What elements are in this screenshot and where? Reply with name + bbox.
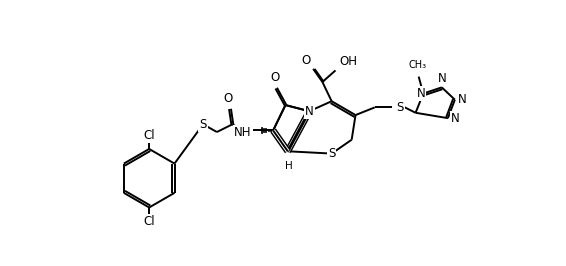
Text: O: O	[302, 53, 311, 66]
Text: S: S	[328, 147, 335, 160]
Text: N: N	[438, 72, 446, 85]
Text: N: N	[305, 105, 314, 118]
Text: Cl: Cl	[143, 128, 155, 142]
Text: N: N	[417, 87, 426, 100]
Text: Cl: Cl	[143, 215, 155, 228]
Text: S: S	[199, 118, 207, 131]
Text: S: S	[397, 101, 404, 114]
Text: N: N	[458, 93, 467, 106]
Text: O: O	[270, 71, 279, 84]
Text: N: N	[451, 112, 460, 125]
Text: OH: OH	[340, 55, 357, 68]
Text: NH: NH	[234, 126, 251, 139]
Text: H: H	[285, 160, 293, 171]
Text: O: O	[224, 92, 233, 105]
Text: CH₃: CH₃	[408, 60, 426, 70]
